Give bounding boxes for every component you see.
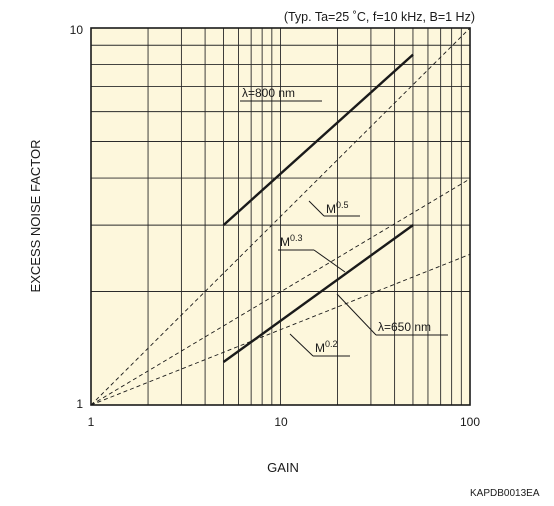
label-m05-base: M	[326, 202, 336, 216]
label-m05-exp: 0.5	[336, 200, 349, 210]
label-650nm-text: λ=650 nm	[378, 320, 431, 334]
series-line-m0-2	[90, 253, 471, 406]
series-line-m0-5	[90, 27, 471, 406]
x-tick-label: 1	[88, 415, 95, 429]
label-m02-leader	[289, 333, 314, 357]
plot-frame	[90, 27, 471, 406]
label-800nm: λ=800 nm	[240, 86, 322, 102]
series-line-650-nm	[222, 224, 414, 363]
series-line-800-nm	[222, 53, 414, 226]
y-tick-label: 1	[76, 397, 83, 411]
series-layer	[90, 27, 471, 406]
label-m03-text: M0.3	[280, 233, 303, 249]
x-tick-label: 10	[274, 415, 288, 429]
chart-title: (Typ. Ta=25 ˚C, f=10 kHz, B=1 Hz)	[284, 10, 475, 24]
label-m03: M0.3	[278, 233, 346, 273]
label-m02-exp: 0.2	[325, 339, 338, 349]
label-m03-exp: 0.3	[290, 233, 303, 243]
y-tick-label: 10	[70, 23, 84, 37]
figure-code: KAPDB0013EA	[470, 488, 540, 499]
label-m03-leader	[313, 249, 346, 273]
y-axis-label: EXCESS NOISE FACTOR	[28, 140, 43, 293]
label-m05-text: M0.5	[326, 200, 349, 216]
label-650nm: λ=650 nm	[336, 293, 448, 336]
series-line-m0-3	[90, 178, 471, 406]
label-m02: M0.2	[289, 333, 350, 357]
label-m03-base: M	[280, 235, 290, 249]
label-800nm-text: λ=800 nm	[242, 86, 295, 100]
label-m05: M0.5	[308, 200, 360, 217]
x-tick-label: 100	[460, 415, 480, 429]
x-axis-label: GAIN	[267, 460, 299, 475]
label-650nm-leader	[336, 293, 377, 336]
label-m05-leader	[308, 200, 325, 217]
label-m02-text: M0.2	[315, 339, 338, 355]
label-m02-base: M	[315, 341, 325, 355]
